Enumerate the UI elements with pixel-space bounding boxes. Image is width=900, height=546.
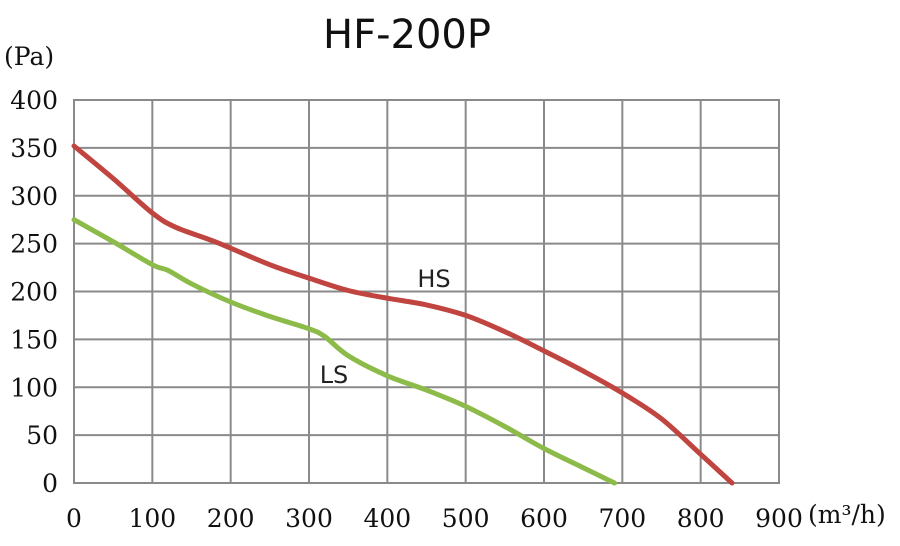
chart-title: HF-200P xyxy=(323,12,491,58)
x-tick-label: 800 xyxy=(677,504,725,533)
y-tick-label: 50 xyxy=(26,421,58,450)
y-axis-label: (Pa) xyxy=(4,42,54,71)
series-line-hs xyxy=(71,143,735,486)
series-label-hs: HS xyxy=(417,265,450,293)
x-tick-label: 400 xyxy=(363,504,411,533)
y-tick-label: 250 xyxy=(10,230,58,259)
x-tick-label: 900 xyxy=(755,504,803,533)
y-tick-label: 150 xyxy=(10,325,58,354)
y-tick-label: 200 xyxy=(10,278,58,307)
x-tick-label: 300 xyxy=(285,504,333,533)
x-tick-label: 500 xyxy=(442,504,490,533)
x-tick-label: 700 xyxy=(598,504,646,533)
y-tick-labels: 0 50 100 150 200 250 300 350 400 xyxy=(10,86,58,498)
y-tick-label: 350 xyxy=(10,134,58,163)
x-tick-label: 600 xyxy=(520,504,568,533)
series-lines xyxy=(71,143,735,486)
y-tick-label: 100 xyxy=(10,373,58,402)
series-line-ls xyxy=(71,217,617,486)
y-tick-label: 0 xyxy=(42,469,58,498)
series-label-ls: LS xyxy=(320,361,349,389)
y-tick-label: 400 xyxy=(10,86,58,115)
x-tick-labels: 0 100 200 300 400 500 600 700 800 900 xyxy=(66,504,803,533)
x-tick-label: 0 xyxy=(66,504,82,533)
x-tick-label: 200 xyxy=(207,504,255,533)
x-axis-label: (m³/h) xyxy=(808,500,886,529)
x-tick-label: 100 xyxy=(128,504,176,533)
y-tick-label: 300 xyxy=(10,182,58,211)
plot-frame xyxy=(73,99,780,484)
